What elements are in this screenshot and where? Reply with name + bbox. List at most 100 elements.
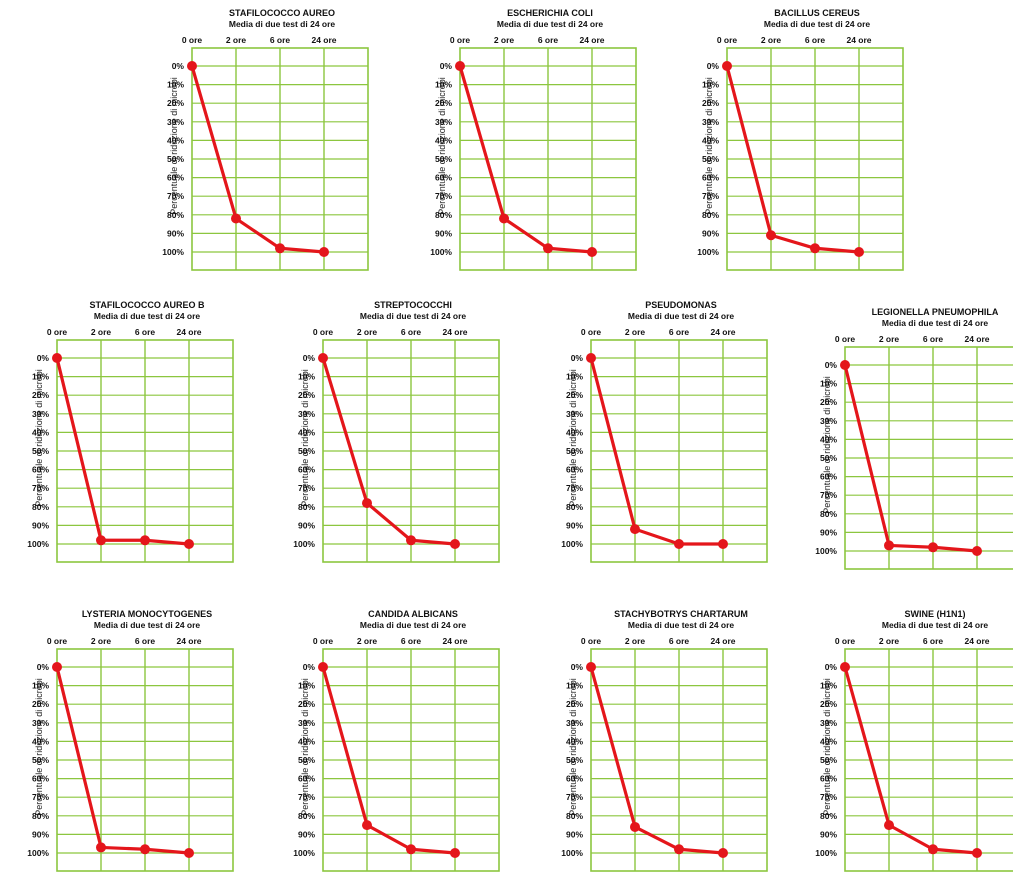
- y-tick-label: 70%: [820, 792, 837, 802]
- x-tick-label: 6 ore: [401, 636, 422, 646]
- x-tick-label: 24 ore: [964, 636, 989, 646]
- y-tick-label: 50%: [32, 755, 49, 765]
- y-tick-label: 80%: [566, 502, 583, 512]
- y-tick-label: 30%: [298, 409, 315, 419]
- y-tick-label: 60%: [566, 465, 583, 475]
- data-point: [406, 844, 416, 855]
- y-tick-label: 100%: [430, 247, 452, 257]
- chart-title: ESCHERICHIA COLI: [507, 8, 593, 18]
- series-line: [55, 357, 190, 546]
- y-tick-label: 90%: [566, 829, 583, 839]
- x-tick-label: 6 ore: [923, 334, 944, 344]
- data-point: [722, 61, 732, 71]
- y-tick-label: 10%: [820, 379, 837, 389]
- chart-title: LEGIONELLA PNEUMOPHILA: [871, 307, 999, 317]
- y-tick-label: 10%: [298, 372, 315, 382]
- chart-subtitle: Media di due test di 24 ore: [881, 620, 989, 630]
- y-tick-label: 40%: [820, 736, 837, 746]
- x-tick-label: 24 ore: [176, 636, 201, 646]
- y-tick-label: 90%: [298, 829, 315, 839]
- x-tick-label: 24 ore: [846, 35, 871, 45]
- data-point: [96, 842, 106, 853]
- data-point: [140, 844, 150, 855]
- y-tick-label: 60%: [435, 173, 452, 183]
- y-tick-label: 50%: [435, 154, 452, 164]
- x-tick-label: 24 ore: [442, 327, 467, 337]
- y-tick-label: 30%: [820, 416, 837, 426]
- x-tick-label: 6 ore: [135, 636, 156, 646]
- y-tick-label: 10%: [435, 80, 452, 90]
- y-tick-label: 50%: [298, 446, 315, 456]
- y-tick-label: 0%: [440, 61, 453, 71]
- y-tick-label: 40%: [32, 427, 49, 437]
- y-tick-label: 20%: [566, 699, 583, 709]
- x-tick-label: 0 ore: [717, 35, 738, 45]
- y-tick-label: 70%: [32, 483, 49, 493]
- y-tick-label: 90%: [298, 520, 315, 530]
- series-line: [589, 666, 724, 855]
- y-tick-label: 80%: [566, 811, 583, 821]
- chart-title: STAFILOCOCCO AUREO B: [89, 300, 205, 310]
- x-tick-label: 2 ore: [226, 35, 247, 45]
- y-tick-label: 50%: [820, 755, 837, 765]
- y-tick-label: 30%: [32, 718, 49, 728]
- data-point: [406, 535, 416, 546]
- y-tick-label: 90%: [820, 829, 837, 839]
- series-line: [321, 666, 456, 855]
- y-tick-label: 20%: [820, 397, 837, 407]
- x-tick-label: 0 ore: [450, 35, 471, 45]
- x-tick-label: 2 ore: [625, 327, 646, 337]
- data-point: [587, 247, 597, 257]
- y-tick-label: 70%: [298, 483, 315, 493]
- y-tick-label: 30%: [32, 409, 49, 419]
- chart-escherichia-coli: ESCHERICHIA COLI Media di due test di 24…: [430, 6, 670, 276]
- y-tick-label: 30%: [820, 718, 837, 728]
- chart-subtitle: Media di due test di 24 ore: [881, 318, 989, 328]
- y-tick-label: 50%: [566, 446, 583, 456]
- data-point: [674, 539, 684, 549]
- y-tick-label: 100%: [162, 247, 184, 257]
- y-tick-label: 60%: [167, 173, 184, 183]
- y-tick-label: 70%: [435, 191, 452, 201]
- chart-subtitle: Media di due test di 24 ore: [93, 620, 201, 630]
- plot-area: 0% 10% 20% 30% 40% 50% 60% 70% 80% 90% 100% 0 ore 2 …: [27, 636, 234, 872]
- y-tick-label: 20%: [298, 699, 315, 709]
- data-point: [840, 662, 850, 672]
- y-tick-label: 30%: [298, 718, 315, 728]
- x-tick-label: 24 ore: [710, 327, 735, 337]
- data-point: [184, 539, 194, 549]
- chart-subtitle: Media di due test di 24 ore: [627, 311, 735, 321]
- data-point: [810, 243, 820, 254]
- x-tick-label: 0 ore: [47, 636, 68, 646]
- y-tick-label: 50%: [298, 755, 315, 765]
- y-tick-label: 50%: [167, 154, 184, 164]
- series-line: [843, 364, 978, 553]
- chart-streptococchi: STREPTOCOCCHI Media di due test di 24 or…: [293, 298, 533, 568]
- y-tick-label: 10%: [32, 681, 49, 691]
- chart-stafilococco-aureo-b: STAFILOCOCCO AUREO B Media di due test d…: [27, 298, 267, 568]
- data-point: [231, 213, 241, 224]
- plot-area: 0% 10% 20% 30% 40% 50% 60% 70% 80% 90% 100% 0 ore 2 …: [815, 334, 1013, 570]
- series-line: [589, 357, 723, 546]
- chart-title: LYSTERIA MONOCYTOGENES: [81, 609, 213, 619]
- chart-subtitle: Media di due test di 24 ore: [228, 19, 336, 29]
- chart-title: PSEUDOMONAS: [645, 300, 717, 310]
- data-point: [52, 353, 62, 363]
- data-point: [450, 848, 460, 858]
- y-tick-label: 20%: [32, 390, 49, 400]
- y-tick-label: 10%: [566, 372, 583, 382]
- y-tick-label: 10%: [298, 681, 315, 691]
- y-tick-label: 90%: [167, 228, 184, 238]
- x-tick-label: 2 ore: [761, 35, 782, 45]
- y-tick-label: 30%: [566, 409, 583, 419]
- plot-area: 0% 10% 20% 30% 40% 50% 60% 70% 80% 90% 100% 0 ore 2 …: [561, 636, 768, 872]
- series-line: [725, 65, 860, 254]
- x-tick-label: 2 ore: [91, 636, 112, 646]
- y-tick-label: 10%: [820, 681, 837, 691]
- y-tick-label: 90%: [435, 228, 452, 238]
- y-tick-label: 90%: [32, 829, 49, 839]
- data-point: [362, 820, 372, 831]
- y-tick-label: 0%: [303, 662, 316, 672]
- y-tick-label: 100%: [27, 848, 49, 858]
- x-tick-label: 2 ore: [357, 327, 378, 337]
